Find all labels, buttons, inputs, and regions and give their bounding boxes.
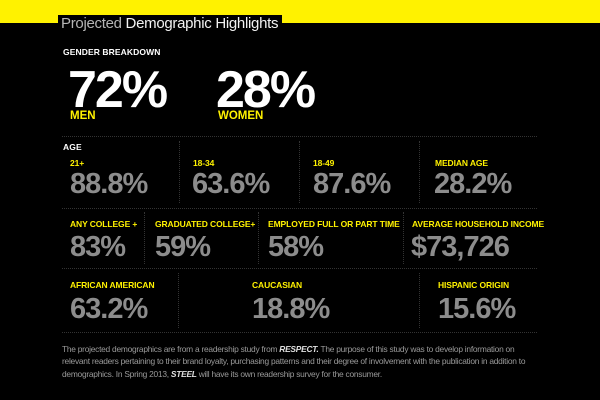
age-label: 21+	[70, 158, 85, 168]
employment-value: 58%	[268, 231, 324, 263]
footnote-text: The purpose of this study was to develop…	[62, 344, 526, 379]
page-title: Projected Demographic Highlights	[58, 15, 283, 33]
ethnicity-label: AFRICAN AMERICAN	[70, 280, 155, 290]
age-label: 18-49	[313, 158, 335, 168]
divider	[179, 141, 180, 203]
women-label: WOMEN	[218, 110, 264, 122]
divider	[62, 208, 537, 209]
education-label: GRADUATED COLLEGE+	[155, 219, 256, 229]
divider	[144, 212, 145, 264]
title-bold: Demographic Highlights	[125, 15, 279, 32]
footnote-brand: STEEL	[170, 368, 197, 379]
ethnicity-value: 63.2%	[70, 293, 148, 325]
title-light: Projected	[61, 15, 122, 32]
divider	[62, 136, 537, 137]
men-value: 72%	[68, 61, 168, 119]
age-value: 88.8%	[70, 168, 148, 200]
divider	[62, 268, 537, 269]
divider	[178, 273, 179, 328]
age-heading: AGE	[63, 142, 82, 152]
men-label: MEN	[70, 110, 96, 122]
education-value: 59%	[155, 231, 211, 263]
age-value: 87.6%	[313, 168, 391, 200]
footnote: The projected demographics are from a re…	[62, 343, 542, 380]
income-value: $73,726	[411, 231, 510, 263]
ethnicity-value: 18.8%	[252, 293, 330, 325]
ethnicity-value: 15.6%	[438, 293, 516, 325]
women-value: 28%	[216, 61, 316, 119]
footnote-text: The projected demographics are from a re…	[62, 344, 280, 354]
age-label: 18-34	[193, 158, 215, 168]
age-value: 63.6%	[192, 168, 270, 200]
footnote-text: will have its own readership survey for …	[196, 368, 382, 379]
divider	[299, 141, 300, 203]
divider	[62, 332, 537, 333]
age-value: 28.2%	[434, 168, 512, 200]
divider	[419, 273, 420, 328]
divider	[258, 212, 259, 264]
employment-label: EMPLOYED FULL OR PART TIME	[268, 219, 400, 229]
income-label: AVERAGE HOUSEHOLD INCOME	[412, 219, 545, 229]
gender-heading: GENDER BREAKDOWN	[63, 47, 161, 57]
ethnicity-label: CAUCASIAN	[252, 280, 303, 290]
divider	[419, 141, 420, 203]
ethnicity-label: HISPANIC ORIGIN	[438, 280, 510, 290]
education-value: 83%	[70, 231, 126, 263]
age-label: MEDIAN AGE	[435, 158, 488, 168]
footnote-source: RESPECT.	[279, 344, 319, 354]
divider	[403, 212, 404, 264]
education-label: ANY COLLEGE +	[70, 219, 138, 229]
